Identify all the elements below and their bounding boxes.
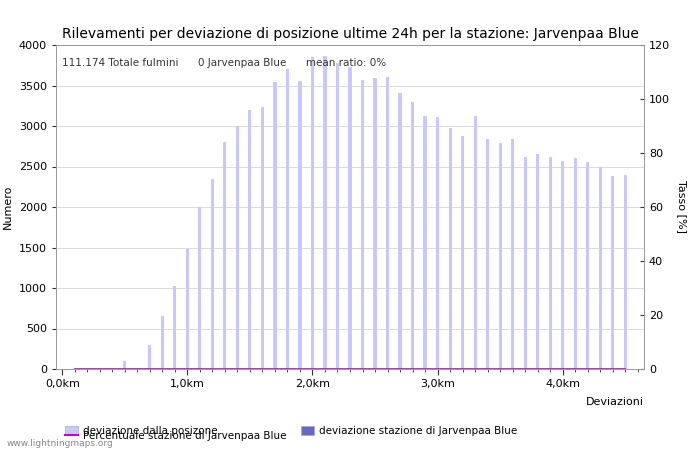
Bar (449, 128, 452, 369)
Bar (248, 110, 251, 369)
Bar (374, 78, 377, 369)
Bar (161, 316, 164, 369)
Bar (561, 161, 564, 369)
Bar (198, 207, 202, 369)
Bar (148, 345, 151, 369)
Bar (398, 93, 402, 369)
Bar (549, 157, 552, 369)
Bar (624, 176, 626, 369)
Text: 111.174 Totale fulmini      0 Jarvenpaa Blue      mean ratio: 0%: 111.174 Totale fulmini 0 Jarvenpaa Blue … (62, 58, 386, 68)
Text: Deviazioni: Deviazioni (586, 396, 644, 406)
Bar (611, 176, 615, 369)
Bar (486, 139, 489, 369)
Bar (461, 136, 464, 369)
Bar (536, 154, 539, 369)
Bar (524, 157, 526, 369)
Y-axis label: Tasso [%]: Tasso [%] (677, 180, 687, 234)
Bar (236, 126, 239, 369)
Bar (336, 63, 339, 369)
Bar (498, 143, 502, 369)
Bar (386, 77, 389, 369)
Bar (274, 82, 276, 369)
Bar (586, 162, 589, 369)
Bar (286, 69, 289, 369)
Legend: Percentuale stazione di Jarvenpaa Blue: Percentuale stazione di Jarvenpaa Blue (61, 426, 290, 445)
Bar (411, 102, 414, 369)
Bar (511, 139, 514, 369)
Bar (311, 57, 314, 369)
Bar (598, 167, 602, 369)
Text: www.lightningmaps.org: www.lightningmaps.org (7, 439, 113, 448)
Bar (174, 286, 176, 369)
Bar (298, 81, 302, 369)
Bar (123, 361, 127, 369)
Title: Rilevamenti per deviazione di posizione ultime 24h per la stazione: Jarvenpaa Bl: Rilevamenti per deviazione di posizione … (62, 27, 638, 41)
Bar (424, 116, 426, 369)
Y-axis label: Numero: Numero (4, 185, 13, 229)
Bar (323, 55, 326, 369)
Bar (361, 80, 364, 369)
Bar (186, 249, 189, 369)
Bar (211, 180, 214, 369)
Bar (223, 142, 227, 369)
Bar (436, 117, 439, 369)
Bar (261, 108, 264, 369)
Legend: deviazione dalla posizone, deviazione stazione di Jarvenpaa Blue: deviazione dalla posizone, deviazione st… (61, 422, 522, 440)
Bar (349, 67, 351, 369)
Bar (473, 116, 477, 369)
Bar (573, 158, 577, 369)
